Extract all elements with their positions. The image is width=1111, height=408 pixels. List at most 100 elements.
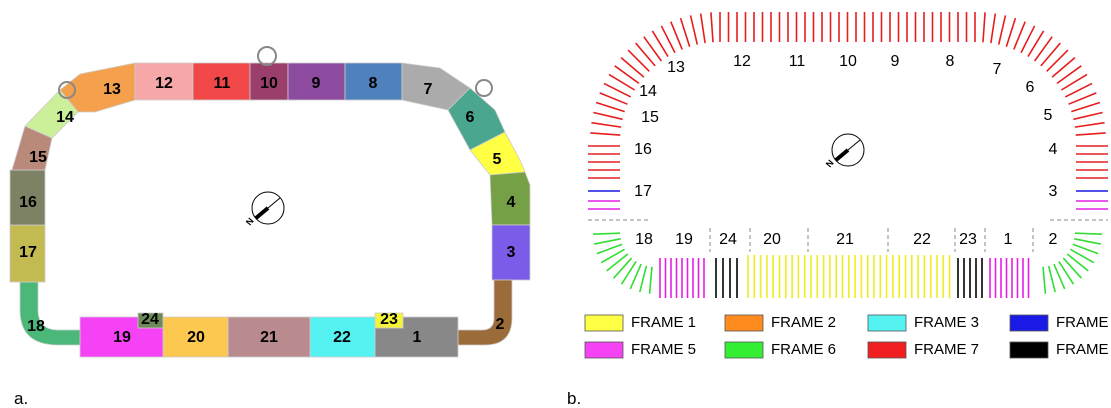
segment-label: 6 — [466, 109, 475, 126]
legend-swatch — [1009, 341, 1049, 359]
segment-label: 18 — [27, 318, 45, 335]
tick — [590, 132, 621, 136]
segment-label: 8 — [369, 75, 378, 92]
segment — [249, 62, 289, 101]
tick — [1071, 101, 1101, 113]
rings — [58, 46, 493, 99]
tick — [593, 111, 623, 121]
compass — [251, 191, 285, 225]
segment-label: 5 — [1044, 107, 1053, 124]
segment-label: 7 — [993, 61, 1002, 78]
legend-label: FRAME 5 — [631, 341, 696, 358]
tick — [1060, 73, 1088, 91]
tick — [596, 243, 623, 255]
segment-label: 9 — [312, 75, 321, 92]
segment — [344, 62, 403, 101]
segment-label: 21 — [836, 231, 854, 248]
segment — [489, 171, 531, 226]
segment — [309, 316, 376, 358]
legend-label: FRAME 4 — [1056, 314, 1111, 331]
segment-label: 2 — [1049, 231, 1058, 248]
tick — [599, 92, 628, 105]
tick — [660, 25, 676, 54]
tick — [613, 257, 633, 279]
legend-label: FRAME 6 — [771, 341, 836, 358]
tick — [1058, 261, 1075, 285]
segment-label: 23 — [959, 231, 977, 248]
segment-label: 24 — [719, 231, 737, 248]
tick — [689, 15, 699, 45]
tick — [620, 57, 645, 78]
legend-swatch — [867, 341, 907, 359]
segment — [24, 89, 79, 139]
legend-swatch — [867, 314, 907, 332]
segment — [287, 62, 346, 101]
segment — [19, 281, 81, 346]
tick — [629, 263, 642, 290]
compass — [831, 133, 865, 167]
segment-label: 16 — [19, 194, 37, 211]
tick — [1040, 42, 1061, 67]
tick — [982, 12, 986, 43]
tick — [699, 13, 706, 44]
legend-label: FRAME 8 — [1056, 341, 1111, 358]
tick — [627, 49, 650, 72]
tick — [1068, 92, 1097, 105]
segment-label: 22 — [333, 329, 351, 346]
segment — [374, 312, 404, 329]
segment-label: 4 — [1049, 141, 1058, 158]
segment-label: 6 — [1026, 79, 1035, 96]
segment — [227, 316, 311, 358]
segment-label: 9 — [891, 53, 900, 70]
segment-label: 21 — [260, 329, 278, 346]
tick — [1070, 248, 1095, 264]
segment — [134, 62, 194, 101]
segment — [162, 316, 229, 358]
tick — [595, 101, 625, 113]
tick — [1062, 257, 1082, 279]
segment-label: 2 — [496, 316, 505, 333]
tick — [638, 265, 648, 293]
segment-label: 5 — [493, 151, 502, 168]
tick — [651, 30, 669, 58]
tick — [1051, 57, 1076, 78]
tick — [635, 42, 656, 67]
segment-label: 11 — [789, 53, 806, 70]
tick — [591, 121, 622, 128]
segment-label: 12 — [733, 53, 751, 70]
tick — [1033, 36, 1053, 62]
compass-label: N — [824, 158, 836, 169]
segment-label: 19 — [675, 231, 693, 248]
tick — [620, 261, 637, 285]
tick — [648, 266, 653, 294]
tick — [1074, 238, 1101, 245]
segment-label: 14 — [639, 83, 657, 100]
segment-label: 16 — [634, 141, 652, 158]
tick — [1005, 17, 1017, 47]
legend-label: FRAME 3 — [914, 314, 979, 331]
tick — [1046, 49, 1069, 72]
segment-label: 3 — [1049, 183, 1058, 200]
segment-label: 7 — [424, 81, 433, 98]
segment-label: 20 — [763, 231, 781, 248]
tick — [1074, 232, 1102, 235]
segment-label: 17 — [19, 244, 37, 261]
panel-label: b. — [567, 389, 581, 408]
tick — [1013, 21, 1026, 50]
segment-label: 10 — [260, 75, 278, 92]
segment — [9, 169, 46, 226]
legend-swatch — [724, 341, 764, 359]
segment-label: 18 — [635, 231, 653, 248]
tick — [679, 17, 691, 47]
tick — [1020, 25, 1036, 54]
segment-label: 14 — [56, 109, 74, 126]
tick — [608, 73, 636, 91]
segment-label: 12 — [155, 75, 173, 92]
legend-swatch — [1009, 314, 1049, 332]
tick — [600, 248, 625, 264]
tick — [614, 65, 640, 85]
segment-label: 19 — [113, 329, 131, 346]
segment-label: 23 — [380, 311, 398, 328]
